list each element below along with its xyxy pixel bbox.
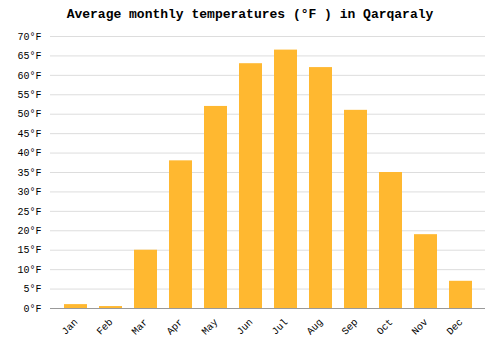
svg-text:Apr: Apr — [165, 317, 186, 338]
svg-text:Aug: Aug — [305, 317, 326, 338]
svg-text:Sep: Sep — [340, 317, 361, 338]
svg-text:Oct: Oct — [375, 317, 396, 338]
svg-text:40°F: 40°F — [17, 148, 41, 159]
svg-text:50°F: 50°F — [17, 109, 41, 120]
svg-text:70°F: 70°F — [17, 32, 41, 43]
svg-text:Nov: Nov — [410, 317, 431, 338]
svg-text:65°F: 65°F — [17, 51, 41, 62]
svg-text:60°F: 60°F — [17, 71, 41, 82]
svg-text:Jun: Jun — [235, 317, 256, 338]
svg-text:Jul: Jul — [270, 317, 291, 338]
svg-text:35°F: 35°F — [17, 168, 41, 179]
svg-text:25°F: 25°F — [17, 207, 41, 218]
svg-text:45°F: 45°F — [17, 129, 41, 140]
svg-text:15°F: 15°F — [17, 245, 41, 256]
svg-text:Dec: Dec — [445, 317, 466, 338]
svg-text:Feb: Feb — [95, 317, 116, 338]
svg-text:30°F: 30°F — [17, 187, 41, 198]
svg-text:May: May — [200, 317, 221, 338]
svg-text:10°F: 10°F — [17, 265, 41, 276]
svg-text:55°F: 55°F — [17, 90, 41, 101]
svg-text:5°F: 5°F — [23, 284, 41, 295]
html-text:Average monthly temperatures (: Average monthly temperatures (°F ) in Qa… — [66, 7, 434, 22]
svg-text:Mar: Mar — [130, 317, 151, 338]
svg-text:0°F: 0°F — [23, 304, 41, 315]
svg-text:20°F: 20°F — [17, 226, 41, 237]
svg-text:Jan: Jan — [60, 317, 81, 338]
